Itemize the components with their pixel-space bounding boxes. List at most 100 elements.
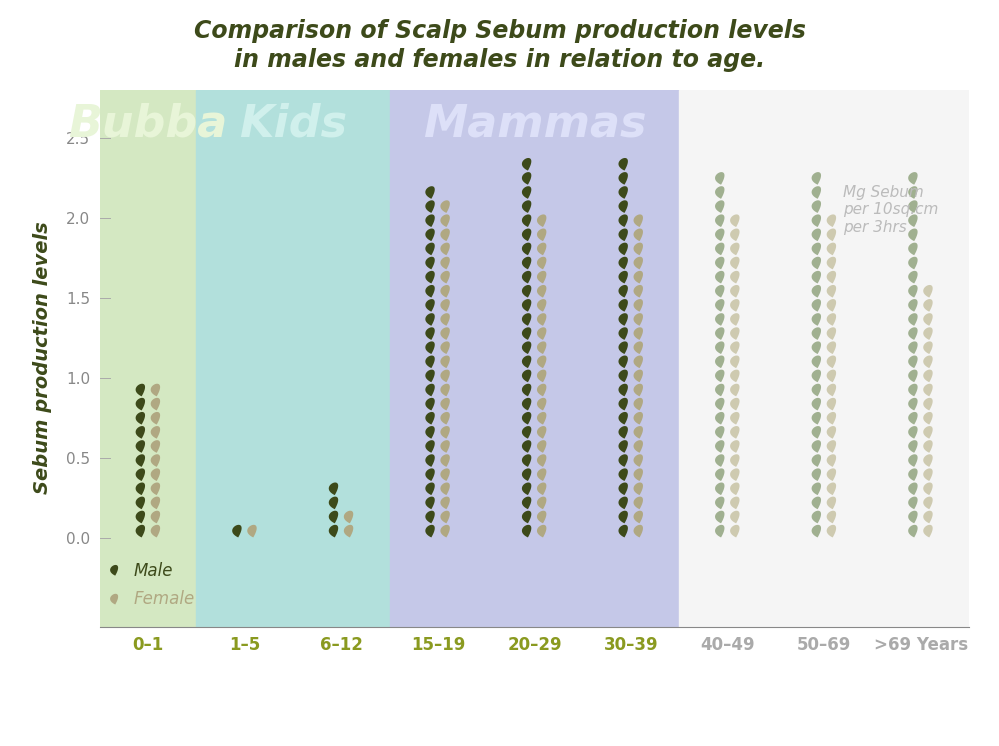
Polygon shape [730,285,739,298]
Polygon shape [811,257,821,269]
Polygon shape [426,214,435,227]
Polygon shape [618,497,628,510]
Polygon shape [811,186,821,199]
Text: Female: Female [134,590,195,609]
Polygon shape [537,356,546,368]
Polygon shape [827,440,836,453]
Polygon shape [151,440,160,453]
Polygon shape [426,497,435,510]
Polygon shape [923,468,933,481]
Polygon shape [521,342,531,354]
Polygon shape [908,228,918,241]
Polygon shape [618,257,628,269]
Polygon shape [730,271,739,283]
Polygon shape [908,454,918,467]
Polygon shape [633,511,643,524]
Polygon shape [827,228,836,241]
Polygon shape [811,327,821,340]
Polygon shape [827,468,836,481]
Polygon shape [730,342,739,354]
Polygon shape [537,383,546,396]
Polygon shape [521,454,531,467]
Polygon shape [730,228,739,241]
Polygon shape [811,299,821,312]
Polygon shape [426,271,435,283]
Polygon shape [827,356,836,368]
Polygon shape [151,426,160,439]
Polygon shape [618,271,628,283]
Text: Mg Sebum
per 10sq.cm
per 3hrs: Mg Sebum per 10sq.cm per 3hrs [843,185,939,235]
Polygon shape [521,369,531,382]
Polygon shape [908,257,918,269]
Polygon shape [537,440,546,453]
Polygon shape [908,299,918,312]
Polygon shape [715,327,724,340]
Polygon shape [715,285,724,298]
Text: Comparison of Scalp Sebum production levels: Comparison of Scalp Sebum production lev… [194,19,805,43]
Polygon shape [618,383,628,396]
Polygon shape [730,398,739,410]
Polygon shape [633,313,643,326]
Polygon shape [521,497,531,510]
Polygon shape [715,454,724,467]
Polygon shape [633,214,643,227]
Polygon shape [537,468,546,481]
Polygon shape [618,483,628,495]
Polygon shape [441,327,450,340]
Polygon shape [521,285,531,298]
Polygon shape [618,342,628,354]
Polygon shape [426,412,435,424]
Polygon shape [811,214,821,227]
Polygon shape [232,524,242,537]
Polygon shape [618,242,628,255]
Polygon shape [811,440,821,453]
Polygon shape [618,228,628,241]
Bar [390,90,679,627]
Polygon shape [441,356,450,368]
Polygon shape [908,369,918,382]
Polygon shape [908,426,918,439]
Polygon shape [344,524,354,537]
Polygon shape [730,214,739,227]
Polygon shape [715,257,724,269]
Polygon shape [441,342,450,354]
Text: in males and females in relation to age.: in males and females in relation to age. [234,48,765,72]
Polygon shape [248,524,257,537]
Polygon shape [827,524,836,537]
Polygon shape [827,327,836,340]
Polygon shape [730,468,739,481]
Polygon shape [426,257,435,269]
Polygon shape [329,497,339,510]
Polygon shape [441,468,450,481]
Polygon shape [537,483,546,495]
Y-axis label: Sebum production levels: Sebum production levels [33,222,52,495]
Polygon shape [811,511,821,524]
Polygon shape [618,468,628,481]
Polygon shape [151,398,160,410]
Polygon shape [908,356,918,368]
Polygon shape [633,483,643,495]
Polygon shape [715,271,724,283]
Polygon shape [633,524,643,537]
Polygon shape [537,271,546,283]
Polygon shape [537,228,546,241]
Polygon shape [537,285,546,298]
Polygon shape [618,158,628,171]
Polygon shape [715,186,724,199]
Polygon shape [537,313,546,326]
Polygon shape [730,412,739,424]
Polygon shape [715,412,724,424]
Polygon shape [136,524,145,537]
Polygon shape [136,497,145,510]
Text: Bubba: Bubba [69,102,228,145]
Polygon shape [715,497,724,510]
Polygon shape [730,426,739,439]
Polygon shape [521,356,531,368]
Polygon shape [715,356,724,368]
Polygon shape [151,383,160,396]
Polygon shape [827,412,836,424]
Polygon shape [537,327,546,340]
Polygon shape [923,327,933,340]
Polygon shape [521,214,531,227]
Polygon shape [715,172,724,185]
